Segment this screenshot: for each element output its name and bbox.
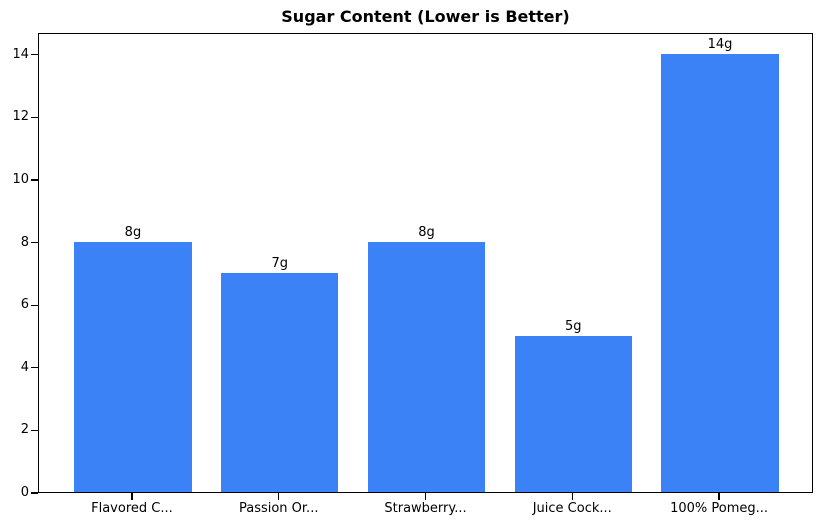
x-tick-label: Passion Or... — [238, 501, 319, 516]
bar — [514, 335, 632, 492]
x-tick-label: Flavored C... — [91, 501, 173, 516]
x-tick-label: Strawberry... — [384, 501, 467, 516]
bar — [221, 272, 339, 492]
y-tick-mark — [31, 429, 38, 431]
chart-title: Sugar Content (Lower is Better) — [281, 7, 570, 26]
x-tick-mark — [424, 493, 427, 500]
y-tick-mark — [31, 304, 38, 306]
y-tick-label: 6 — [20, 297, 29, 313]
x-tick-mark — [718, 493, 720, 500]
x-tick-mark — [278, 493, 280, 500]
bar-value-label: 7g — [271, 255, 288, 271]
bar — [74, 241, 192, 492]
y-tick-label: 0 — [20, 485, 29, 500]
plot-area: 8g 7g 8g 5g 14g — [38, 33, 813, 493]
y-tick-label: 10 — [12, 172, 29, 188]
y-tick-label: 8 — [20, 234, 29, 250]
bar — [661, 53, 779, 492]
bar-value-label: 8g — [418, 224, 435, 240]
y-tick-label: 2 — [20, 422, 29, 438]
bar-value-label: 8g — [124, 224, 142, 240]
y-tick-mark — [31, 492, 38, 494]
x-tick-mark — [571, 493, 573, 500]
y-tick-mark — [31, 242, 38, 244]
bar — [367, 241, 486, 492]
y-tick-mark — [31, 116, 38, 119]
x-tick-mark — [131, 493, 133, 500]
y-tick-mark — [31, 367, 38, 369]
y-tick-label: 14 — [12, 46, 29, 62]
y-tick-label: 12 — [12, 109, 29, 125]
x-tick-label: Juice Cock... — [532, 501, 612, 516]
x-tick-label: 100% Pomeg... — [670, 501, 769, 516]
y-tick-label: 4 — [20, 359, 29, 375]
bar-value-label: 5g — [565, 318, 582, 334]
y-tick-mark — [31, 54, 38, 56]
y-tick-mark — [31, 179, 38, 181]
bar-value-label: 14g — [707, 36, 733, 52]
